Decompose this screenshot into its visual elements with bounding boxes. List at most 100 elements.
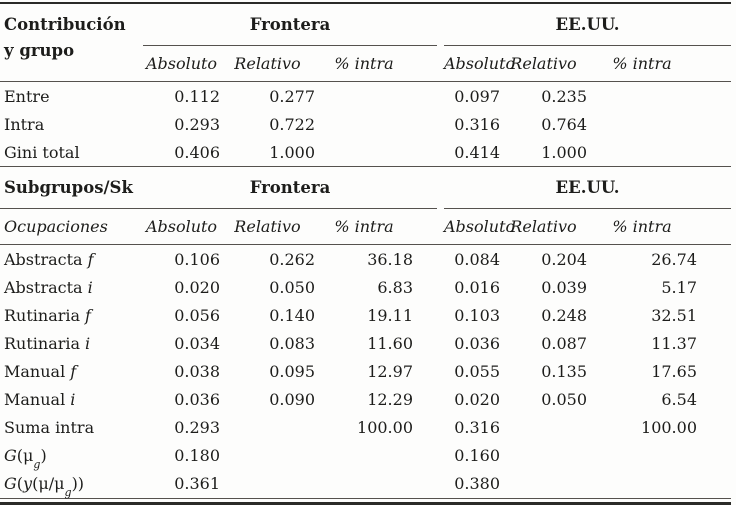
value-cell: 32.51: [651, 305, 697, 325]
frontera-spanner-rule: [143, 45, 437, 46]
row-label-suffix: i: [85, 333, 91, 353]
value-cell: 0.160: [454, 445, 500, 465]
value-cell: 0.097: [454, 86, 500, 106]
value-cell: 0.036: [454, 333, 500, 353]
value-cell: 19.11: [367, 305, 413, 325]
row-label: Intra: [4, 114, 45, 134]
row-label-text: Manual: [4, 389, 66, 409]
table-row-entre: Entre 0.112 0.277 0.097 0.235: [0, 82, 731, 110]
col-header-pct-intra-eeuu: % intra: [612, 217, 672, 236]
row-label-text: Abstracta: [4, 277, 83, 297]
col-header-pct-intra-frontera: % intra: [334, 217, 394, 236]
value-cell: 0.248: [541, 305, 587, 325]
value-cell: 0.112: [174, 86, 220, 106]
col-header-absoluto-frontera: Absoluto: [145, 54, 218, 73]
row-label: G(μg): [0, 445, 143, 470]
value-cell: 0.083: [269, 333, 315, 353]
g-symbol: G: [4, 445, 17, 465]
table-top-rule: [0, 2, 731, 4]
row-label: Rutinaria i: [0, 334, 143, 353]
value-cell: 0.180: [174, 445, 220, 465]
row-label: Abstracta i: [0, 278, 143, 297]
value-cell: 0.020: [454, 389, 500, 409]
table-row-g-mu: G(μg) 0.180 0.160: [0, 441, 731, 470]
row-label: Abstracta f: [0, 250, 143, 269]
table-row-manual-f: Manual f 0.038 0.095 12.97 0.055 0.135 17…: [0, 357, 731, 385]
col-header-pct-intra-frontera: % intra: [334, 54, 394, 73]
value-cell: 0.293: [174, 114, 220, 134]
section-contribution-header: Contribución y grupo Frontera EE.UU. Abs…: [0, 4, 731, 82]
value-cell: 0.039: [541, 277, 587, 297]
corner-title-line2: y grupo: [4, 41, 75, 60]
table-row-abstracta-i: Abstracta i 0.020 0.050 6.83 0.016 0.039 …: [0, 273, 731, 301]
value-cell: 0.204: [541, 249, 587, 269]
value-cell: 0.361: [174, 473, 220, 493]
row-label-suffix: f: [70, 361, 77, 381]
col-header-relativo-frontera: Relativo: [234, 54, 301, 73]
row-label: Manual i: [0, 390, 143, 409]
value-cell: 0.036: [174, 389, 220, 409]
value-cell: 0.722: [269, 114, 315, 134]
value-cell: 0.316: [454, 114, 500, 134]
row-label-text: Rutinaria: [4, 333, 81, 353]
value-cell: 26.74: [651, 249, 697, 269]
eeuu-spanner-rule: [444, 45, 731, 46]
section-contribution-body: Entre 0.112 0.277 0.097 0.235 Intra 0.29…: [0, 82, 731, 167]
value-cell: 11.60: [367, 333, 413, 353]
table-row-manual-i: Manual i 0.036 0.090 12.29 0.020 0.050 6.…: [0, 385, 731, 413]
col-header-relativo-eeuu: Relativo: [510, 217, 577, 236]
value-cell: 0.414: [454, 142, 500, 162]
col-header-pct-intra-eeuu: % intra: [612, 54, 672, 73]
value-cell: 0.020: [174, 277, 220, 297]
value-cell: 0.095: [269, 361, 315, 381]
value-cell: 0.380: [454, 473, 500, 493]
value-cell: 12.29: [367, 389, 413, 409]
paren-open: (: [16, 473, 24, 493]
mu-ratio: (μ/μ: [32, 473, 65, 493]
row-label-text: Rutinaria: [4, 305, 81, 325]
group-title-eeuu: EE.UU.: [555, 178, 620, 197]
value-cell: 36.18: [367, 249, 413, 269]
value-cell: 0.050: [269, 277, 315, 297]
bottom-thin-rule: [0, 498, 731, 499]
table-row-gini-total: Gini total 0.406 1.000 0.414 1.000: [0, 138, 731, 166]
section-subgroups-body: Abstracta f 0.106 0.262 36.18 0.084 0.204…: [0, 245, 731, 498]
section-subgroups-header: Subgrupos/Sk Frontera EE.UU. Ocupaciones…: [0, 167, 731, 245]
subscript-g: g: [33, 457, 41, 471]
value-cell: 0.293: [174, 417, 220, 437]
value-cell: 0.090: [269, 389, 315, 409]
section-contribution-title: Contribución y grupo: [4, 12, 126, 64]
value-cell: 12.97: [367, 361, 413, 381]
value-cell: 0.262: [269, 249, 315, 269]
col-header-relativo-frontera: Relativo: [234, 217, 301, 236]
group-title-frontera: Frontera: [249, 178, 331, 197]
value-cell: 0.034: [174, 333, 220, 353]
col-header-ocupaciones: Ocupaciones: [4, 217, 108, 236]
value-cell: 0.016: [454, 277, 500, 297]
table-row-suma-intra: Suma intra 0.293 100.00 0.316 100.00: [0, 413, 731, 441]
paren-close: )): [71, 473, 85, 493]
value-cell: 0.277: [269, 86, 315, 106]
value-cell: 100.00: [357, 417, 413, 437]
table-row-intra: Intra 0.293 0.722 0.316 0.764: [0, 110, 731, 138]
value-cell: 1.000: [269, 142, 315, 162]
group-title-eeuu: EE.UU.: [555, 15, 620, 34]
row-label-suffix: i: [87, 277, 93, 297]
value-cell: 0.764: [541, 114, 587, 134]
corner-title-line1: Contribución: [4, 15, 126, 34]
table-row-rutinaria-f: Rutinaria f 0.056 0.140 19.11 0.103 0.248…: [0, 301, 731, 329]
group-title-frontera: Frontera: [249, 15, 331, 34]
row-label: Manual f: [0, 362, 143, 381]
column-header-row: Ocupaciones Absoluto Relativo % intra Ab…: [0, 209, 731, 244]
col-header-absoluto-eeuu: Absoluto: [444, 217, 516, 236]
value-cell: 17.65: [651, 361, 697, 381]
table-row-abstracta-f: Abstracta f 0.106 0.262 36.18 0.084 0.204…: [0, 245, 731, 273]
value-cell: 0.140: [269, 305, 315, 325]
section-subgroups-title: Subgrupos/Sk: [4, 178, 133, 197]
value-cell: 100.00: [641, 417, 697, 437]
row-label-suffix: f: [85, 305, 91, 325]
row-label: Rutinaria f: [0, 306, 143, 325]
row-label-text: Abstracta: [4, 249, 83, 269]
value-cell: 0.316: [454, 417, 500, 437]
